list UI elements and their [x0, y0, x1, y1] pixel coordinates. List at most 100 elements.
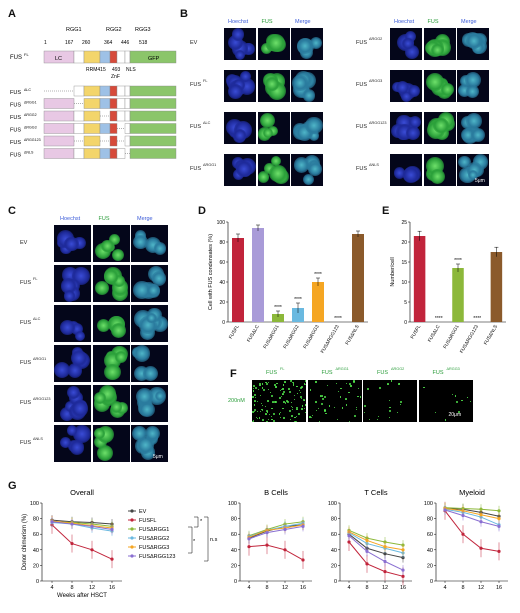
panel-letter-c: C: [8, 205, 16, 217]
droplet: [377, 415, 380, 418]
series-line-5: [51, 521, 113, 531]
droplet: [265, 381, 268, 384]
b-tile: [224, 28, 256, 60]
significance-2: ****: [274, 305, 282, 311]
droplet: [314, 400, 317, 403]
cell: [402, 37, 414, 50]
droplet: [258, 382, 261, 385]
cell: [466, 113, 482, 129]
category-label-1: FUSΔLC: [427, 324, 442, 344]
y-tick-label: 100: [228, 501, 237, 507]
series-line-1: [51, 524, 113, 560]
droplet: [455, 401, 458, 404]
significance-4: ****: [314, 272, 322, 278]
series-point-4: [383, 545, 387, 549]
bar-6: [352, 234, 364, 322]
bar-1: [252, 228, 264, 322]
droplet: [323, 395, 326, 398]
pos-364: 364: [104, 40, 113, 46]
series-line-0: [51, 519, 113, 525]
cell: [74, 330, 85, 341]
cell: [60, 278, 77, 294]
cell: [67, 386, 81, 400]
droplet: [253, 384, 255, 387]
legend-marker-2: [130, 527, 134, 531]
droplet: [355, 408, 358, 411]
panel-letter-d: D: [198, 205, 206, 217]
legend-marker-5: [130, 554, 134, 558]
y-tick-label: 25: [401, 220, 407, 226]
droplet: [259, 394, 261, 396]
y-tick-label: 0: [222, 320, 225, 326]
chart-d: 0 20 40 60 80 100 Cell with FUS condensates (%…: [208, 220, 368, 354]
droplet: [262, 419, 264, 421]
droplet: [444, 419, 447, 421]
x-tick-label: 16: [496, 585, 502, 591]
rgg3-segment: [116, 85, 126, 97]
y-tick-label: 40: [331, 548, 337, 554]
rgg1-segment: [73, 110, 85, 122]
droplet: [296, 408, 298, 411]
lc-segment: [43, 135, 75, 147]
cell: [115, 351, 128, 364]
cell: [407, 85, 421, 98]
y-tick-label: 80: [219, 240, 225, 246]
x-tick-label: 12: [382, 585, 388, 591]
c-row-sup-5: ΔNLS: [33, 437, 43, 441]
cell: [110, 322, 126, 338]
x-tick-label: 4: [443, 585, 446, 591]
cell: [111, 249, 124, 262]
droplet: [293, 420, 296, 422]
x-tick-label: 16: [109, 585, 115, 591]
droplet: [299, 396, 302, 399]
series-point-5: [283, 527, 287, 532]
x-tick-label: 8: [265, 585, 268, 591]
series-point-5: [247, 537, 251, 541]
b-header-1-0: Hoechst: [394, 19, 415, 25]
b-row-sup-1-1: ΔRGG3: [369, 79, 383, 83]
droplet: [388, 409, 391, 412]
panel-letter-a: A: [8, 8, 16, 20]
series-point-5: [347, 534, 351, 538]
rgg1-label: RGG1: [66, 27, 82, 33]
droplet: [339, 396, 342, 399]
series-point-4: [365, 538, 369, 543]
cell: [153, 242, 167, 255]
droplet: [291, 402, 293, 404]
series-point-5: [443, 508, 447, 512]
droplet: [368, 418, 371, 421]
series-point-1: [479, 546, 483, 550]
c-row-label-1: FUS: [20, 280, 31, 286]
cell: [309, 130, 320, 141]
droplet: [303, 399, 305, 401]
droplet: [280, 416, 282, 419]
droplet: [295, 421, 297, 422]
series-point-5: [50, 520, 54, 524]
gfp-domain: [129, 50, 177, 64]
cell: [242, 42, 254, 54]
cell: [426, 72, 445, 91]
y-tick-label: 100: [217, 220, 226, 226]
c-tile: [54, 305, 91, 342]
series-point-5: [401, 568, 405, 572]
droplet: [266, 411, 269, 414]
znf-label: ZnF: [111, 74, 120, 80]
pos-1: 1: [44, 40, 47, 46]
series-line-2: [444, 507, 500, 512]
droplet: [470, 401, 472, 402]
c-tile: [92, 305, 130, 342]
droplet: [273, 420, 276, 422]
rrm-label: RRM415: [86, 67, 106, 73]
rrm-segment: [83, 98, 101, 109]
c-tile: [54, 385, 91, 422]
c-tile: [131, 425, 168, 462]
cell: [139, 402, 155, 418]
b-tile: [423, 70, 456, 102]
series-point-1: [247, 545, 251, 549]
c-row-label-2: FUS: [20, 320, 31, 326]
droplet: [294, 395, 296, 397]
c-row-sup-1: FL: [33, 277, 38, 281]
droplet: [390, 380, 393, 382]
nls-box: [124, 50, 131, 64]
droplet: [304, 411, 306, 414]
